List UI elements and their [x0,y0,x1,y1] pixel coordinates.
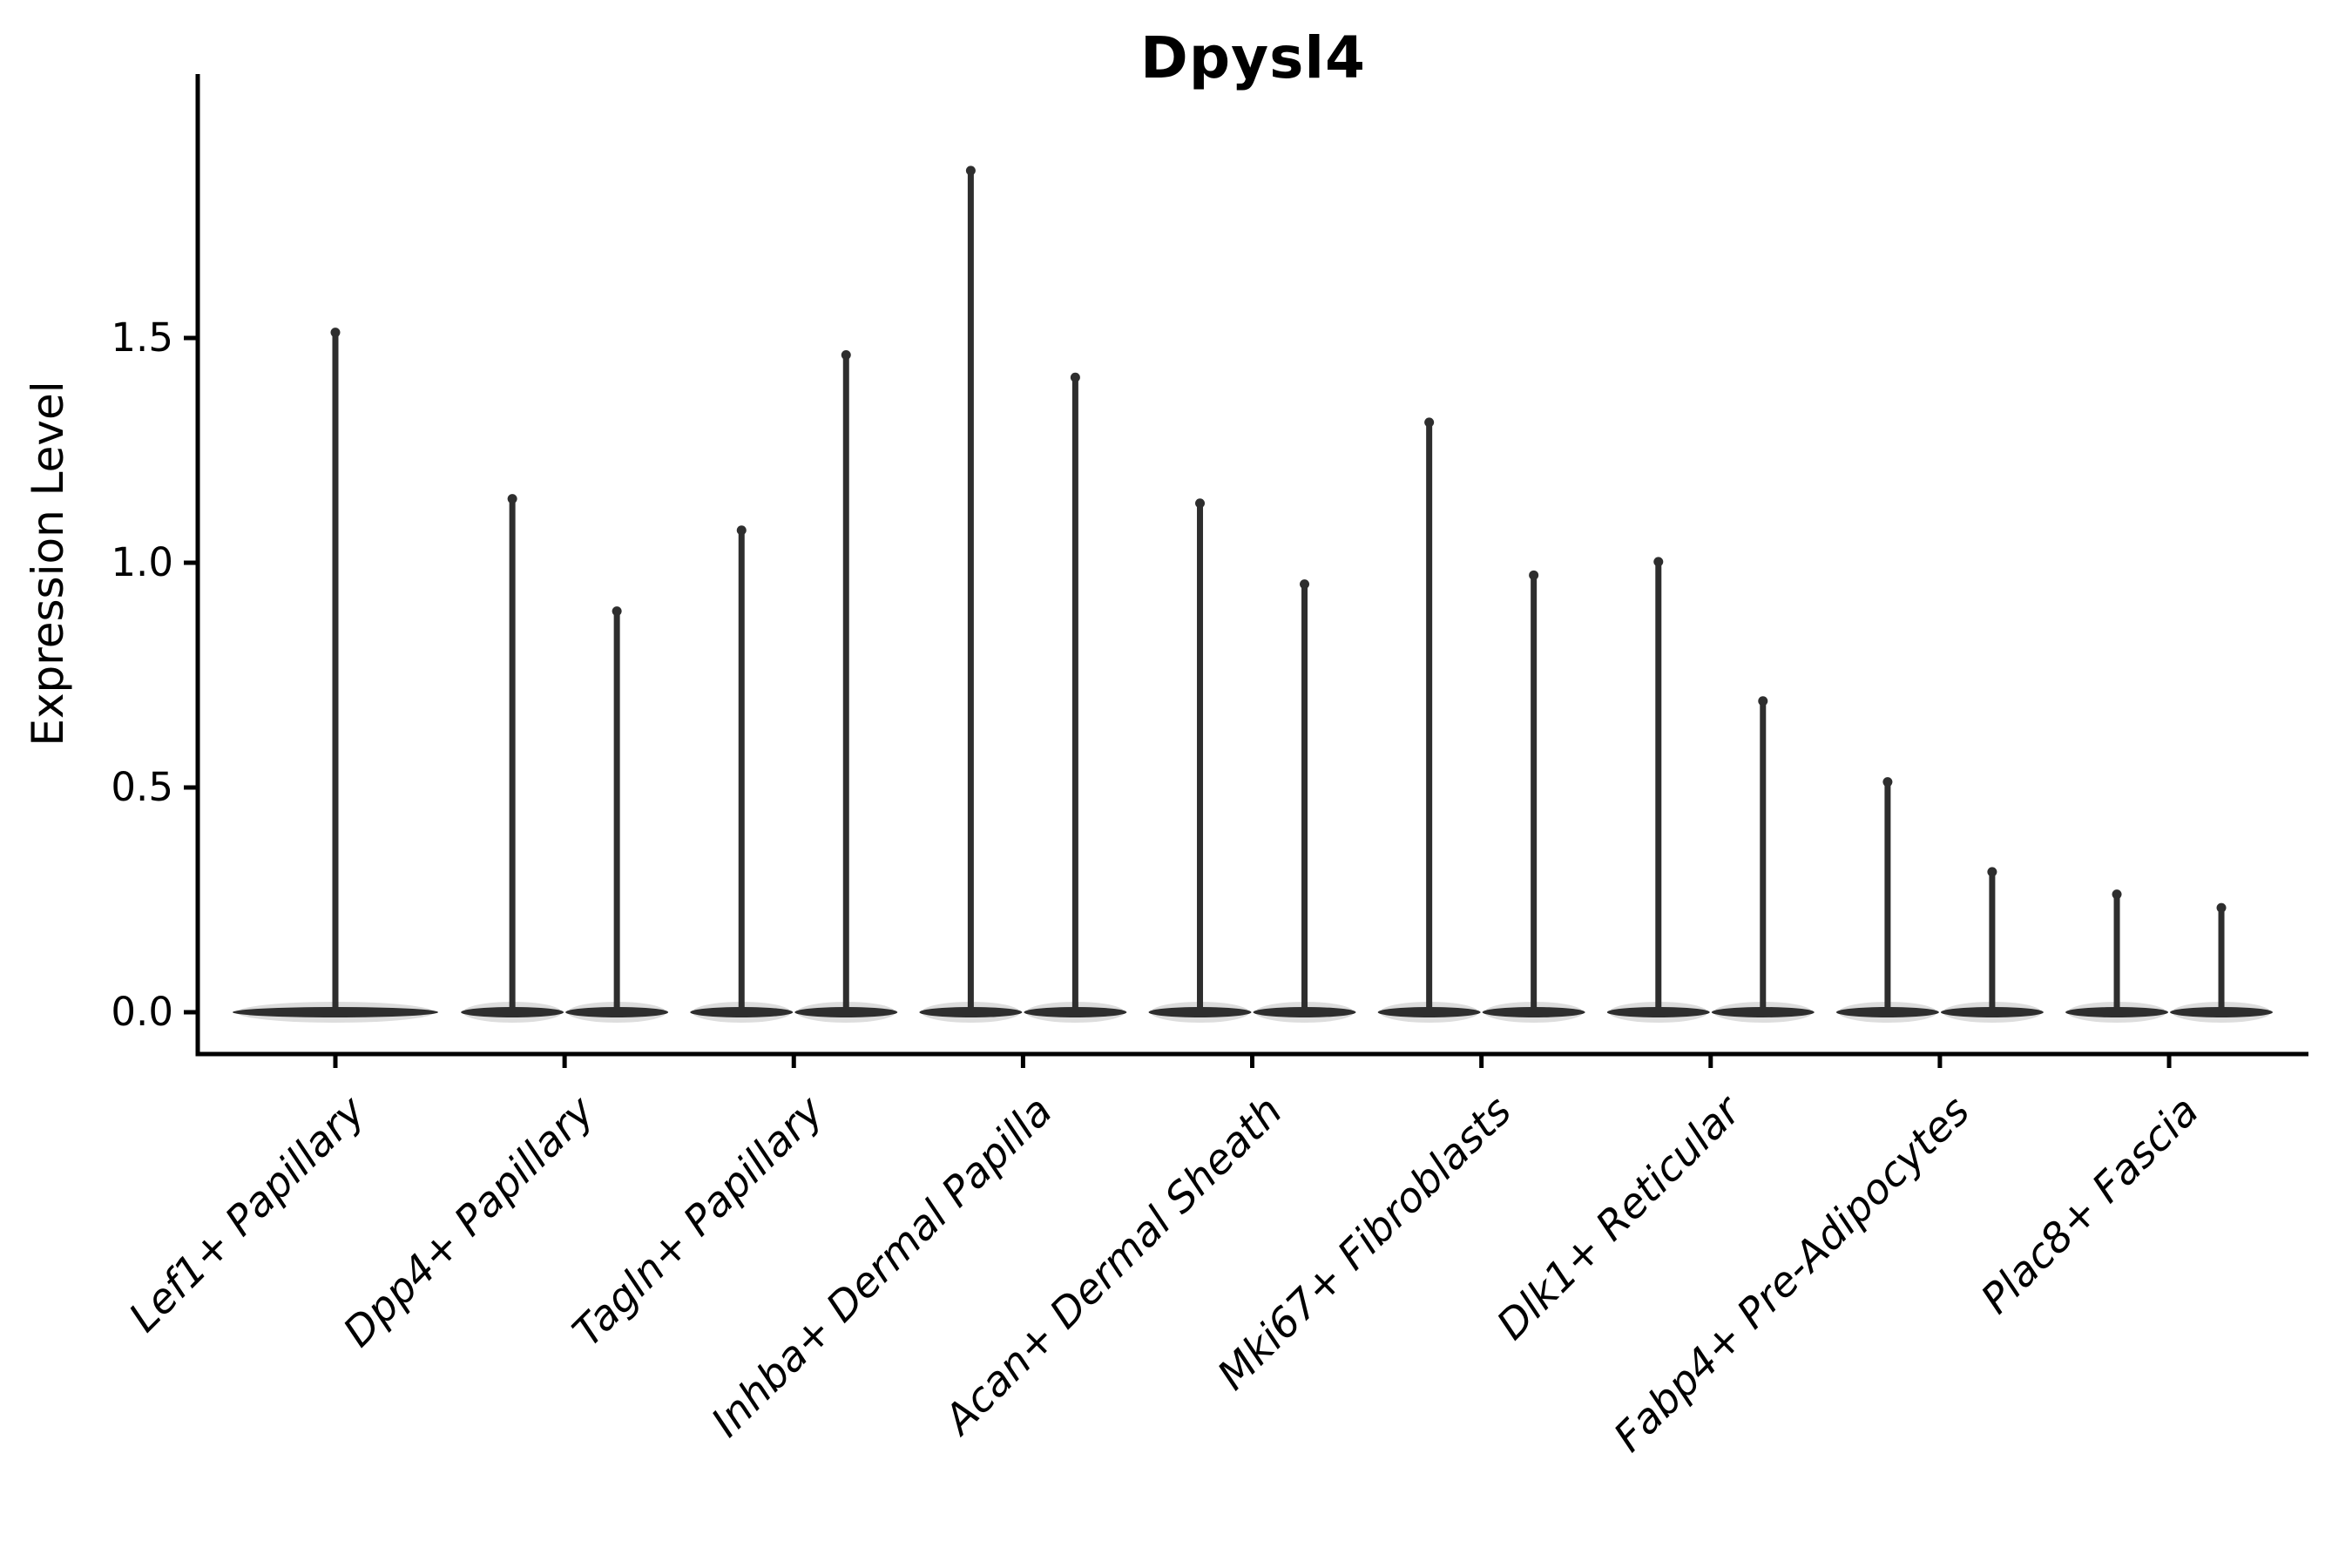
chart-title: Dpysl4 [1140,24,1366,91]
y-tick-label: 1.5 [111,314,173,361]
y-tick-label: 1.0 [111,539,173,585]
violin-tail-tip [612,606,622,617]
violin-tail-tip [330,328,341,338]
y-tick-label: 0.0 [111,989,173,1035]
violin-tail-tip [507,494,517,504]
violin-tail-tip [736,525,747,536]
violin-tail-tip [1195,498,1206,509]
y-tick-label: 0.5 [111,764,173,810]
violin-tail-tip [965,166,976,176]
violin-tail-tip [1424,417,1435,428]
violin-tail-tip [2112,889,2122,900]
violin-tail-tip [1529,570,1539,580]
violin-tail-tip [1070,372,1080,382]
violin-tail-tip [1882,777,1893,787]
violin-tail-tip [1653,557,1664,567]
violin-tail-tip [1987,867,1997,877]
violin-tail-tip [841,349,851,360]
violin-tail-tip [2216,902,2227,913]
violin-tail-tip [1300,579,1310,590]
violin-tail-tip [1758,696,1768,706]
